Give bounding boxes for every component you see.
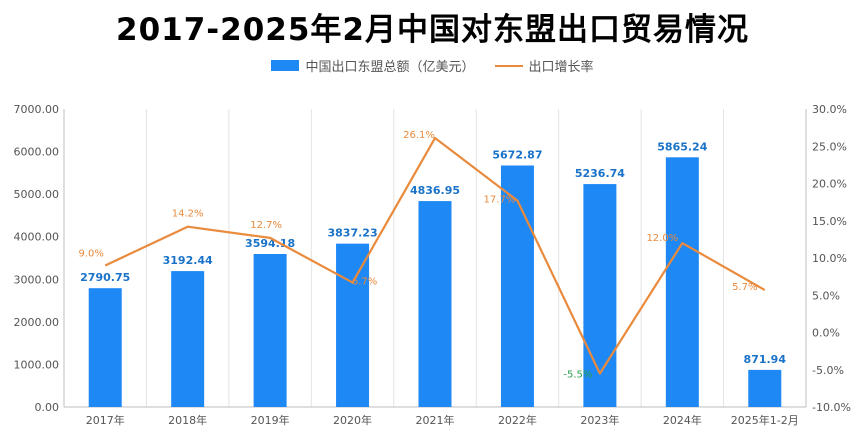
legend-item-growth-rate[interactable]: 出口增长率 [494,56,594,75]
bar [748,369,782,407]
bar-value-label: 871.94 [744,353,787,366]
legend-swatch-line [494,64,523,67]
bar [500,165,534,407]
rate-value-label: 17.7% [484,195,516,206]
bar-value-label: 3594.18 [245,237,295,250]
bar-value-label: 3837.23 [328,227,378,240]
rate-value-label: 12.0% [646,233,678,244]
y-right-tick-label: -10.0% [812,401,851,414]
rate-value-label: 9.0% [79,248,104,259]
y-right-tick-label: 5.0% [812,289,840,302]
y-left-tick-label: 5000.00 [14,188,60,201]
bar [665,157,699,407]
y-left-tick-label: 4000.00 [14,231,60,244]
bar-value-label: 2790.75 [80,271,130,284]
x-tick-label: 2017年 [86,413,125,427]
x-tick-label: 2022年 [498,413,537,427]
y-left-tick-label: 7000.00 [14,103,60,116]
y-right-tick-label: 30.0% [812,103,847,116]
rate-value-label: 6.7% [352,277,377,288]
bar [583,184,617,407]
y-right-tick-label: 15.0% [812,215,847,228]
legend-label-export-total: 中国出口东盟总额（亿美元） [305,60,475,75]
bar [418,201,452,407]
legend-swatch-bar [271,60,300,71]
rate-value-label: 12.7% [250,220,282,231]
bar-value-label: 5865.24 [657,140,707,153]
y-right-tick-label: 10.0% [812,252,847,265]
y-right-tick-label: 25.0% [812,140,847,153]
bar-value-label: 3192.44 [163,254,213,267]
y-right-tick-label: 0.0% [812,327,840,340]
legend: 中国出口东盟总额（亿美元） 出口增长率 [0,56,865,75]
x-tick-label: 2023年 [580,413,619,427]
bar [253,253,287,407]
y-right-tick-label: -5.0% [812,364,844,377]
bar [88,288,122,407]
y-left-tick-label: 3000.00 [14,273,60,286]
y-right-tick-label: 20.0% [812,178,847,191]
growth-rate-line [104,136,766,375]
bar-value-label: 4836.95 [410,184,460,197]
x-tick-label: 2020年 [333,413,372,427]
x-tick-label: 2019年 [251,413,290,427]
rate-value-label: 26.1% [403,130,435,141]
y-left-tick-label: 1000.00 [14,358,60,371]
bar [336,243,370,407]
bar [171,271,205,407]
bar-value-label: 5236.74 [575,167,625,180]
x-tick-label: 2025年1-2月 [731,413,799,427]
rate-value-label: 14.2% [172,209,204,220]
y-left-tick-label: 6000.00 [14,146,60,159]
legend-label-growth-rate: 出口增长率 [528,60,594,75]
x-tick-label: 2024年 [663,413,702,427]
rate-value-label: -5.5% [563,369,592,380]
legend-item-export-total[interactable]: 中国出口东盟总额（亿美元） [271,56,475,75]
x-tick-label: 2021年 [416,413,455,427]
y-left-tick-label: 2000.00 [14,316,60,329]
rate-value-label: 5.7% [732,282,757,293]
x-tick-label: 2018年 [168,413,207,427]
bar-value-label: 5672.87 [492,148,542,161]
y-left-tick-label: 0.00 [35,401,60,414]
chart-title: 2017-2025年2月中国对东盟出口贸易情况 [116,12,749,48]
